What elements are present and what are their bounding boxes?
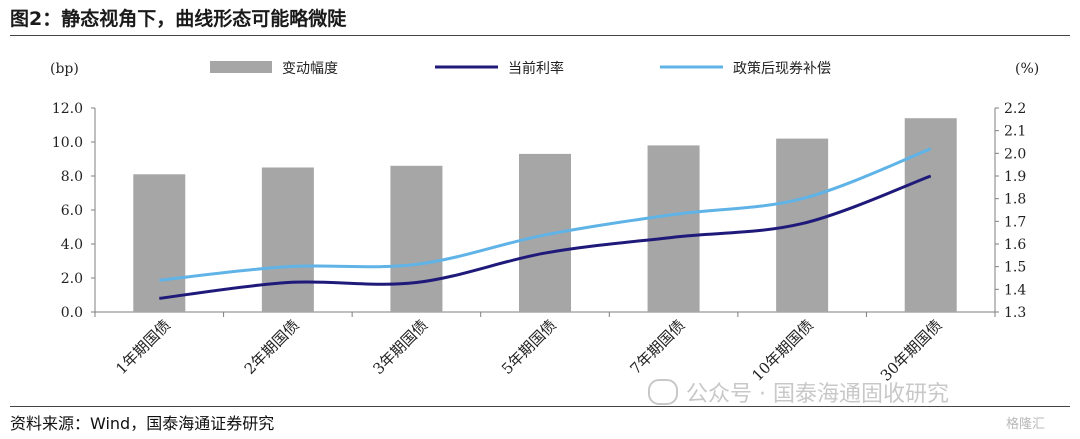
x-category-label: 5年期国债	[498, 316, 560, 378]
bar-change-6	[776, 138, 829, 312]
bar-change-5	[647, 145, 700, 312]
legend-label-bar: 变动幅度	[282, 61, 338, 77]
right-tick-label: 1.5	[1004, 260, 1026, 276]
current-rate-line	[159, 174, 932, 300]
left-tick-label: 10.0	[52, 135, 83, 151]
x-category-label: 30年期国债	[877, 316, 946, 385]
left-tick-label: 4.0	[61, 237, 83, 253]
top-rule	[10, 35, 1070, 36]
right-tick-label: 1.8	[1004, 192, 1026, 208]
policy-compensation-line	[159, 147, 932, 282]
bar-change-3	[390, 165, 443, 312]
chart-x-labels: 1年期国债 2年期国债 3年期国债 5年期国债 7年期国债 10年期国债 30年期国债	[112, 316, 945, 385]
gelonghui-logo: 格隆汇	[1006, 417, 1046, 432]
x-category-label: 2年期国债	[241, 316, 303, 378]
left-tick-label: 8.0	[61, 169, 83, 185]
bar-change-1	[133, 174, 186, 312]
left-tick-label: 6.0	[61, 203, 83, 219]
right-tick-label: 2.2	[1004, 101, 1026, 117]
right-tick-label: 2.0	[1004, 146, 1026, 162]
wechat-icon	[648, 379, 678, 405]
right-axis-unit: (%)	[1015, 61, 1039, 77]
x-category-label: 7年期国债	[626, 316, 688, 378]
x-category-label: 10年期国债	[748, 316, 817, 385]
right-tick-label: 1.4	[1004, 282, 1026, 298]
chart-bars	[133, 118, 957, 312]
watermark-text: 公众号 · 国泰海通固收研究	[686, 382, 949, 407]
watermark: 公众号 · 国泰海通固收研究	[648, 376, 949, 408]
legend-label-policy: 政策后现券补偿	[733, 60, 831, 77]
chart: 0.0 2.0 4.0 6.0 8.0 10.0 12.0 1.3 1.4 1.5 1.6 1.7 1.…	[50, 60, 1039, 385]
right-tick-label: 1.6	[1004, 237, 1026, 253]
left-tick-label: 12.0	[52, 101, 83, 117]
source-note: 资料来源：Wind，国泰海通证券研究	[10, 414, 275, 433]
figure-title: 图2：静态视角下，曲线形态可能略微陡	[10, 8, 347, 30]
right-tick-label: 2.1	[1004, 124, 1026, 140]
bar-change-2	[261, 167, 314, 312]
chart-lines	[159, 147, 932, 300]
left-tick-label: 0.0	[61, 305, 83, 321]
bottom-rule	[10, 406, 1070, 407]
left-axis-unit: (bp)	[50, 61, 79, 77]
legend-swatch-bar	[210, 61, 272, 73]
right-tick-label: 1.9	[1004, 169, 1026, 185]
right-tick-label: 1.3	[1004, 305, 1026, 321]
right-tick-label: 1.7	[1004, 214, 1026, 230]
bar-change-7	[904, 118, 957, 312]
x-category-label: 1年期国债	[112, 316, 174, 378]
x-category-label: 3年期国债	[369, 316, 431, 378]
chart-axes: 0.0 2.0 4.0 6.0 8.0 10.0 12.0 1.3 1.4 1.5 1.6 1.7 1.…	[50, 61, 1039, 321]
legend-label-current: 当前利率	[508, 60, 564, 77]
left-tick-label: 2.0	[61, 271, 83, 287]
chart-legend: 变动幅度 当前利率 政策后现券补偿	[210, 60, 831, 77]
